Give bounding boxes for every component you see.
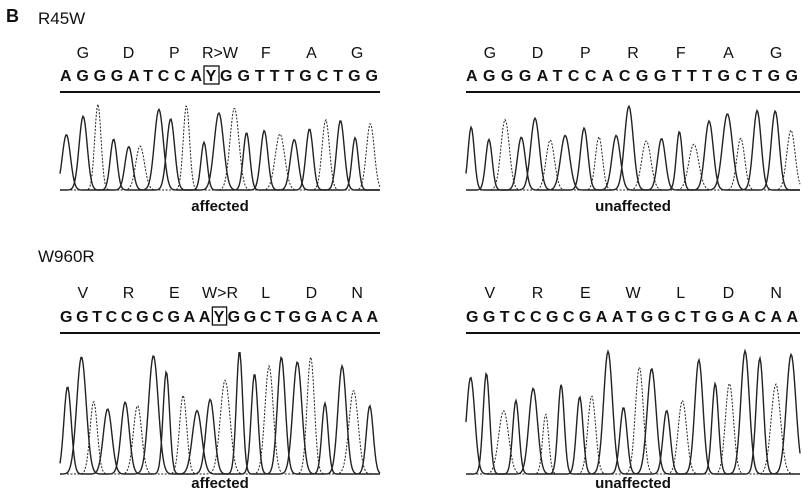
amino-acid: L xyxy=(676,285,685,302)
amino-acid: D xyxy=(306,285,318,302)
caption: affected xyxy=(191,475,249,492)
amino-acid: G xyxy=(351,45,363,62)
amino-acid: G xyxy=(77,45,89,62)
boxed-base: Y xyxy=(206,68,217,85)
amino-acid: E xyxy=(580,285,591,302)
boxed-base: Y xyxy=(214,309,225,326)
panel-label: B xyxy=(6,6,19,26)
amino-acid: P xyxy=(169,45,180,62)
amino-acid: N xyxy=(770,285,782,302)
amino-acid: R xyxy=(123,285,135,302)
figure: B R45WAGGGATCCAYGGTTTGCTGGGDPR>WFAGaffec… xyxy=(0,0,802,494)
amino-acid: V xyxy=(485,285,496,302)
sequence: AGGGATCCA xyxy=(60,68,202,85)
chromatogram-trace xyxy=(60,357,380,474)
amino-acid: V xyxy=(78,285,89,302)
chromatogram-trace xyxy=(466,351,800,474)
sequence: GGTCCGCGAA xyxy=(60,309,211,326)
caption: unaffected xyxy=(595,198,671,215)
chromatogram-trace xyxy=(60,357,380,474)
amino-acid: W>R xyxy=(202,285,238,302)
amino-acid: L xyxy=(261,285,270,302)
caption: unaffected xyxy=(595,475,671,492)
amino-acid: W xyxy=(625,285,641,302)
amino-acid: G xyxy=(770,45,782,62)
amino-acid: D xyxy=(123,45,135,62)
amino-acid: R xyxy=(627,45,639,62)
sequence: AGGGATCCACGGTTTGCTGG xyxy=(466,68,798,85)
amino-acid: A xyxy=(723,45,734,62)
amino-acid: D xyxy=(723,285,735,302)
sequence: GGCTGGACAA xyxy=(228,309,379,326)
amino-acid: E xyxy=(169,285,180,302)
amino-acid: R xyxy=(532,285,544,302)
amino-acid: P xyxy=(580,45,591,62)
chromatogram-trace xyxy=(466,111,800,190)
mutation-label: R45W xyxy=(38,9,85,28)
chromatogram-trace xyxy=(60,353,380,474)
amino-acid: F xyxy=(676,45,686,62)
amino-acid: D xyxy=(532,45,544,62)
amino-acid: F xyxy=(261,45,271,62)
mutation-label: W960R xyxy=(38,247,95,266)
amino-acid: G xyxy=(484,45,496,62)
caption: affected xyxy=(191,198,249,215)
chromatogram-trace xyxy=(60,109,380,190)
sequence: GGTTTGCTGG xyxy=(220,68,378,85)
amino-acid: N xyxy=(351,285,363,302)
amino-acid: R>W xyxy=(202,45,239,62)
sequence: GGTCCGCGAATGGCTGGACAA xyxy=(466,309,798,326)
amino-acid: A xyxy=(306,45,317,62)
